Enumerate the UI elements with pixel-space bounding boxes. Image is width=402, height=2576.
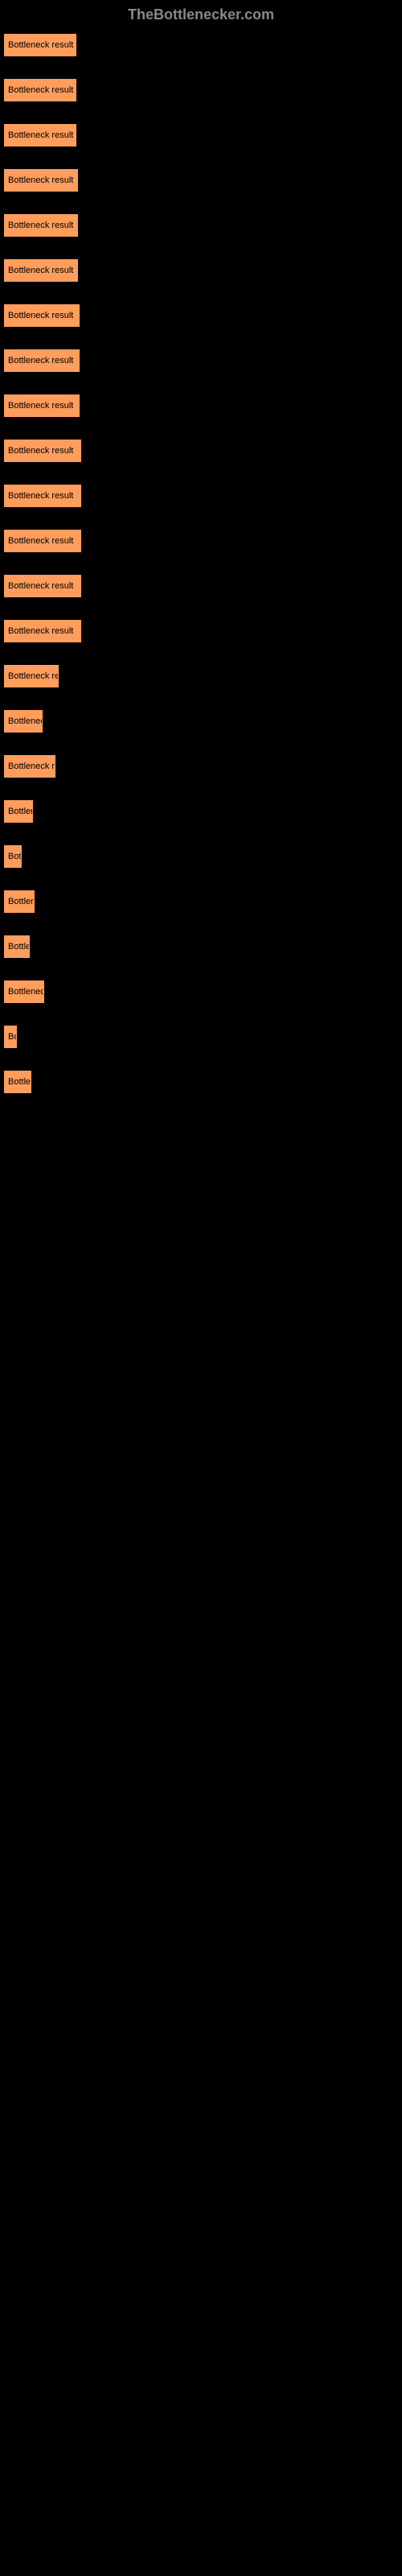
bar-row: Bottleneck r [4,755,398,778]
bar-row: Bottleneck result [4,304,398,327]
bar-row: Bottlen [4,800,398,823]
bar-row: Bottleneck result [4,620,398,642]
bar-row: Bottleneck result [4,440,398,462]
bar: Bottleneck result [4,304,80,327]
bar: Bottleneck result [4,79,76,101]
bar-row: Bottleneck result [4,34,398,56]
bar-row: Bottlenec [4,980,398,1003]
bar: Bottlen [4,890,35,913]
bar: Bottleneck result [4,34,76,56]
bar-row: Bottleneck result [4,485,398,507]
bar-row: Bottleneck result [4,169,398,192]
bar: Bottleneck result [4,124,76,147]
bar: Bottleneck result [4,485,81,507]
bar: Bottlen [4,800,33,823]
bar-row: Bottleneck result [4,214,398,237]
bar-row: Bottleneck re [4,665,398,687]
bar-row: Bottleneck result [4,124,398,147]
bar: Bottle [4,935,30,958]
bar-chart: Bottleneck result Bottleneck result Bottle… [0,30,402,1120]
bar-row: Bottleneck result [4,79,398,101]
bar: Bottleneck result [4,440,81,462]
bar-row: Bottleneck result [4,530,398,552]
bar: Bo [4,1026,17,1048]
bar-row: Bottleneck result [4,394,398,417]
bar: Bottleneck re [4,665,59,687]
bar-row: Bottler [4,1071,398,1093]
site-header: TheBottlenecker.com [0,0,402,30]
bar: Bottleneck result [4,169,78,192]
bar-row: Bottlenec [4,710,398,733]
bar-row: Bot [4,845,398,868]
bar: Bottleneck result [4,394,80,417]
bar: Bottler [4,1071,31,1093]
bar-row: Bottleneck result [4,349,398,372]
bar: Bottleneck result [4,259,78,282]
bar: Bottlenec [4,710,43,733]
bar: Bottleneck result [4,575,81,597]
bar: Bottleneck result [4,214,78,237]
bar: Bottleneck result [4,349,80,372]
bar: Bottlenec [4,980,44,1003]
bar: Bottleneck result [4,530,81,552]
bar-row: Bottle [4,935,398,958]
bar: Bottleneck r [4,755,55,778]
bar: Bottleneck result [4,620,81,642]
bar-row: Bottleneck result [4,575,398,597]
bar: Bot [4,845,22,868]
bar-row: Bo [4,1026,398,1048]
bar-row: Bottlen [4,890,398,913]
bar-row: Bottleneck result [4,259,398,282]
